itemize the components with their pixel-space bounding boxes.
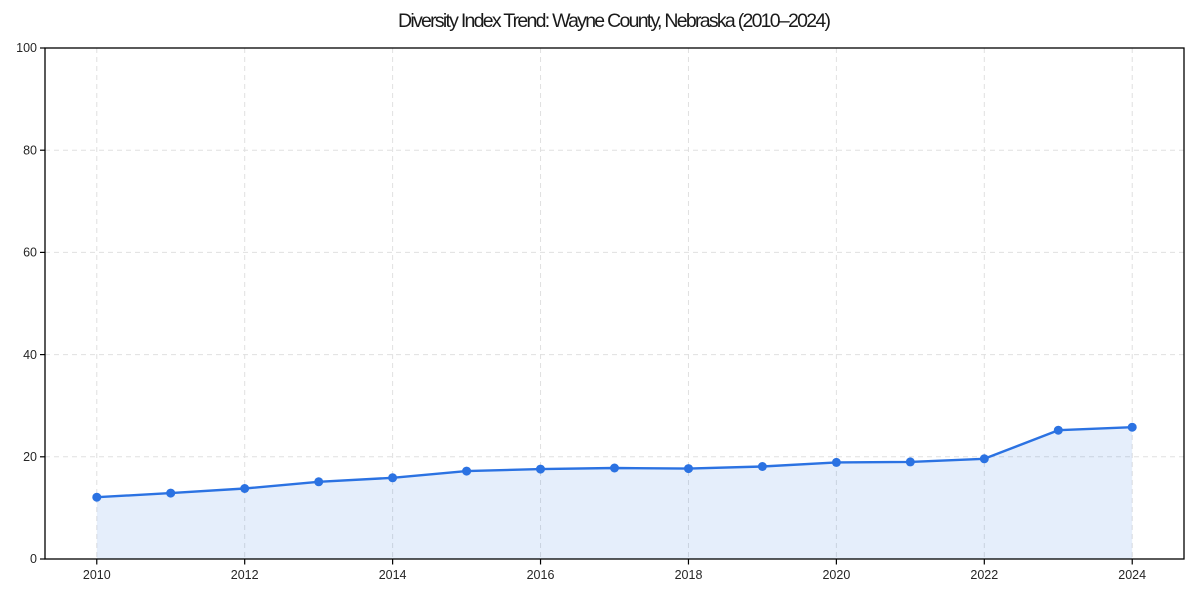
- axis-tick-marks: [40, 47, 1133, 565]
- chart-title: Diversity Index Trend: Wayne County, Neb…: [398, 10, 831, 32]
- y-tick-label-0: 0: [30, 552, 37, 566]
- data-point-2018: [684, 464, 693, 474]
- y-tick-label-20: 20: [23, 450, 37, 464]
- data-point-2013: [314, 477, 324, 487]
- data-point-2016: [536, 464, 545, 474]
- x-tick-label-2012: 2012: [231, 568, 259, 582]
- y-tick-label-80: 80: [23, 143, 37, 157]
- x-tick-label-2014: 2014: [379, 568, 407, 582]
- data-point-2014: [388, 473, 398, 483]
- x-tick-label-2018: 2018: [675, 568, 703, 582]
- x-tick-label-2016: 2016: [527, 568, 555, 582]
- x-tick-label-2010: 2010: [83, 568, 111, 582]
- data-point-2019: [757, 462, 767, 471]
- x-tick-label-2024: 2024: [1118, 568, 1146, 582]
- data-point-2011: [166, 488, 176, 498]
- y-tick-label-100: 100: [16, 41, 37, 55]
- data-point-2021: [905, 457, 915, 467]
- x-tick-label-2020: 2020: [822, 568, 850, 582]
- data-point-2015: [462, 466, 472, 476]
- data-point-2024: [1127, 422, 1137, 432]
- plot-border: [44, 47, 1185, 560]
- data-point-2010: [92, 492, 102, 502]
- area-fill: [96, 427, 1133, 559]
- data-point-2023: [1053, 425, 1063, 435]
- y-tick-label-40: 40: [23, 348, 37, 362]
- y-axis-tick-labels: 0 20 40 60 80 100: [16, 41, 37, 566]
- diversity-index-series: [92, 422, 1137, 559]
- x-axis-tick-labels: 2010 2012 2014 2016 2018 2020 2022 2024: [83, 568, 1146, 582]
- data-point-2020: [831, 457, 841, 467]
- x-tick-label-2022: 2022: [970, 568, 998, 582]
- data-point-2012: [240, 484, 250, 493]
- data-point-2022: [979, 454, 989, 464]
- y-tick-label-60: 60: [23, 246, 37, 260]
- data-point-2017: [610, 463, 619, 473]
